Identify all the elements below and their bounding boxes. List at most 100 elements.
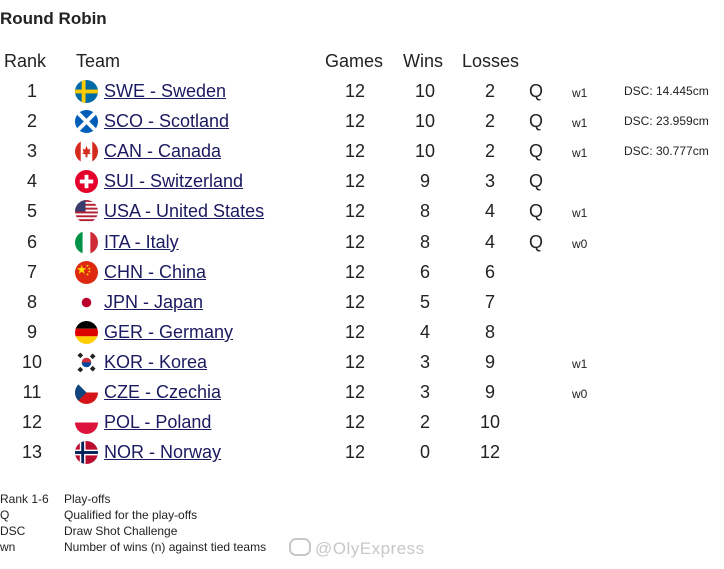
wins-cell: 9	[419, 171, 430, 192]
losses-cell: 4	[484, 201, 495, 222]
team-link[interactable]: KOR - Korea	[104, 351, 208, 372]
games-cell: 12	[344, 291, 366, 312]
rank-cell: 2	[26, 111, 37, 132]
wins-cell: 5	[419, 291, 430, 312]
team-link[interactable]: GER - Germany	[104, 321, 234, 342]
team-link[interactable]: POL - Poland	[104, 412, 212, 433]
wins-cell: 10	[414, 141, 436, 162]
team-link[interactable]: CHN - China	[104, 261, 207, 282]
tiebreak-wins: w0	[572, 236, 588, 251]
losses-cell: 10	[479, 412, 501, 433]
tiebreak-wins: w1	[572, 86, 588, 100]
games-cell: 12	[344, 201, 366, 222]
table-row: 7 CHN - China 12 6 6	[0, 257, 724, 287]
table-row: 8 JPN - Japan 12 5 7	[0, 287, 724, 317]
qualified-marker: Q	[528, 201, 543, 222]
korea-flag-icon	[75, 350, 98, 374]
czechia-flag-icon	[75, 381, 98, 404]
table-row: 11 CZE - Czechia 12 3 9 w0	[0, 377, 724, 407]
losses-cell: 3	[484, 171, 495, 192]
wins-cell: 4	[419, 321, 430, 342]
team-link[interactable]: USA - United States	[104, 201, 265, 222]
header-rank: Rank	[4, 51, 47, 71]
team-link[interactable]: NOR - Norway	[104, 442, 222, 463]
games-cell: 12	[344, 442, 366, 463]
games-cell: 12	[344, 141, 366, 162]
legend-value: Number of wins (n) against tied teams	[64, 540, 267, 554]
losses-cell: 9	[484, 351, 495, 372]
rank-cell: 4	[26, 171, 37, 192]
page-title: Round Robin	[0, 9, 107, 28]
team-link[interactable]: SWE - Sweden	[104, 81, 227, 101]
qualified-marker: Q	[528, 141, 543, 162]
team-link[interactable]: SCO - Scotland	[104, 111, 230, 132]
dsc-value: DSC: 14.445cm	[624, 84, 709, 98]
qualified-marker: Q	[528, 81, 543, 101]
china-flag-icon	[75, 260, 98, 284]
losses-cell: 12	[479, 442, 501, 463]
qualified-marker: Q	[528, 171, 543, 192]
qualified-marker: Q	[528, 231, 543, 252]
games-cell: 12	[344, 171, 366, 192]
legend-value: Qualified for the play-offs	[64, 508, 198, 522]
poland-flag-icon	[75, 411, 98, 435]
dsc-value: DSC: 30.777cm	[624, 144, 709, 159]
games-cell: 12	[344, 382, 366, 402]
rank-cell: 9	[26, 321, 37, 342]
wins-cell: 8	[419, 201, 430, 222]
norway-flag-icon	[75, 441, 98, 465]
team-link[interactable]: SUI - Switzerland	[104, 171, 244, 192]
losses-cell: 2	[484, 81, 495, 101]
table-row: 12 POL - Poland 12 2 10	[0, 407, 724, 437]
sweden-flag-icon	[75, 80, 98, 103]
games-cell: 12	[344, 412, 366, 433]
japan-flag-icon	[75, 290, 98, 314]
games-cell: 12	[344, 321, 366, 342]
germany-flag-icon	[75, 320, 98, 344]
header-wins: Wins	[403, 51, 443, 71]
rank-cell: 3	[26, 141, 37, 162]
rank-cell: 11	[22, 382, 42, 402]
rank-cell: 1	[26, 81, 37, 101]
rank-cell: 10	[21, 351, 43, 372]
tiebreak-wins: w1	[572, 146, 588, 161]
header-games: Games	[325, 51, 384, 71]
team-link[interactable]: CZE - Czechia	[104, 382, 222, 402]
watermark-text: @OlyExpress	[315, 539, 425, 558]
team-link[interactable]: CAN - Canada	[104, 141, 222, 162]
games-cell: 12	[344, 111, 366, 132]
dsc-value: DSC: 23.959cm	[624, 114, 709, 129]
losses-cell: 7	[484, 291, 495, 312]
usa-flag-icon	[75, 200, 98, 224]
losses-cell: 8	[484, 321, 495, 342]
losses-cell: 4	[484, 231, 495, 252]
games-cell: 12	[344, 81, 366, 101]
rank-cell: 7	[26, 261, 37, 282]
header-losses: Losses	[462, 51, 520, 71]
tiebreak-wins: w0	[572, 387, 588, 401]
weibo-icon	[289, 538, 311, 556]
tiebreak-wins: w1	[572, 356, 588, 371]
header-team: Team	[76, 51, 121, 71]
tiebreak-wins: w1	[572, 116, 588, 131]
table-row: 9 GER - Germany 12 4 8	[0, 317, 724, 347]
legend-key: Rank 1-6	[0, 492, 49, 506]
legend-key: wn	[0, 540, 16, 554]
legend-key: Q	[0, 508, 10, 522]
team-link[interactable]: ITA - Italy	[104, 231, 179, 252]
wins-cell: 2	[419, 412, 430, 433]
table-row: 13 NOR - Norway 12 0 12	[0, 437, 724, 467]
italy-flag-icon	[75, 230, 98, 254]
switzerland-flag-icon	[75, 170, 98, 194]
rank-cell: 13	[21, 442, 43, 463]
wins-cell: 10	[414, 81, 436, 101]
tiebreak-wins: w1	[572, 206, 588, 221]
legend-key: DSC	[0, 524, 26, 538]
losses-cell: 2	[484, 111, 495, 132]
losses-cell: 6	[484, 261, 495, 282]
team-link[interactable]: JPN - Japan	[104, 291, 204, 312]
scotland-flag-icon	[75, 110, 98, 134]
